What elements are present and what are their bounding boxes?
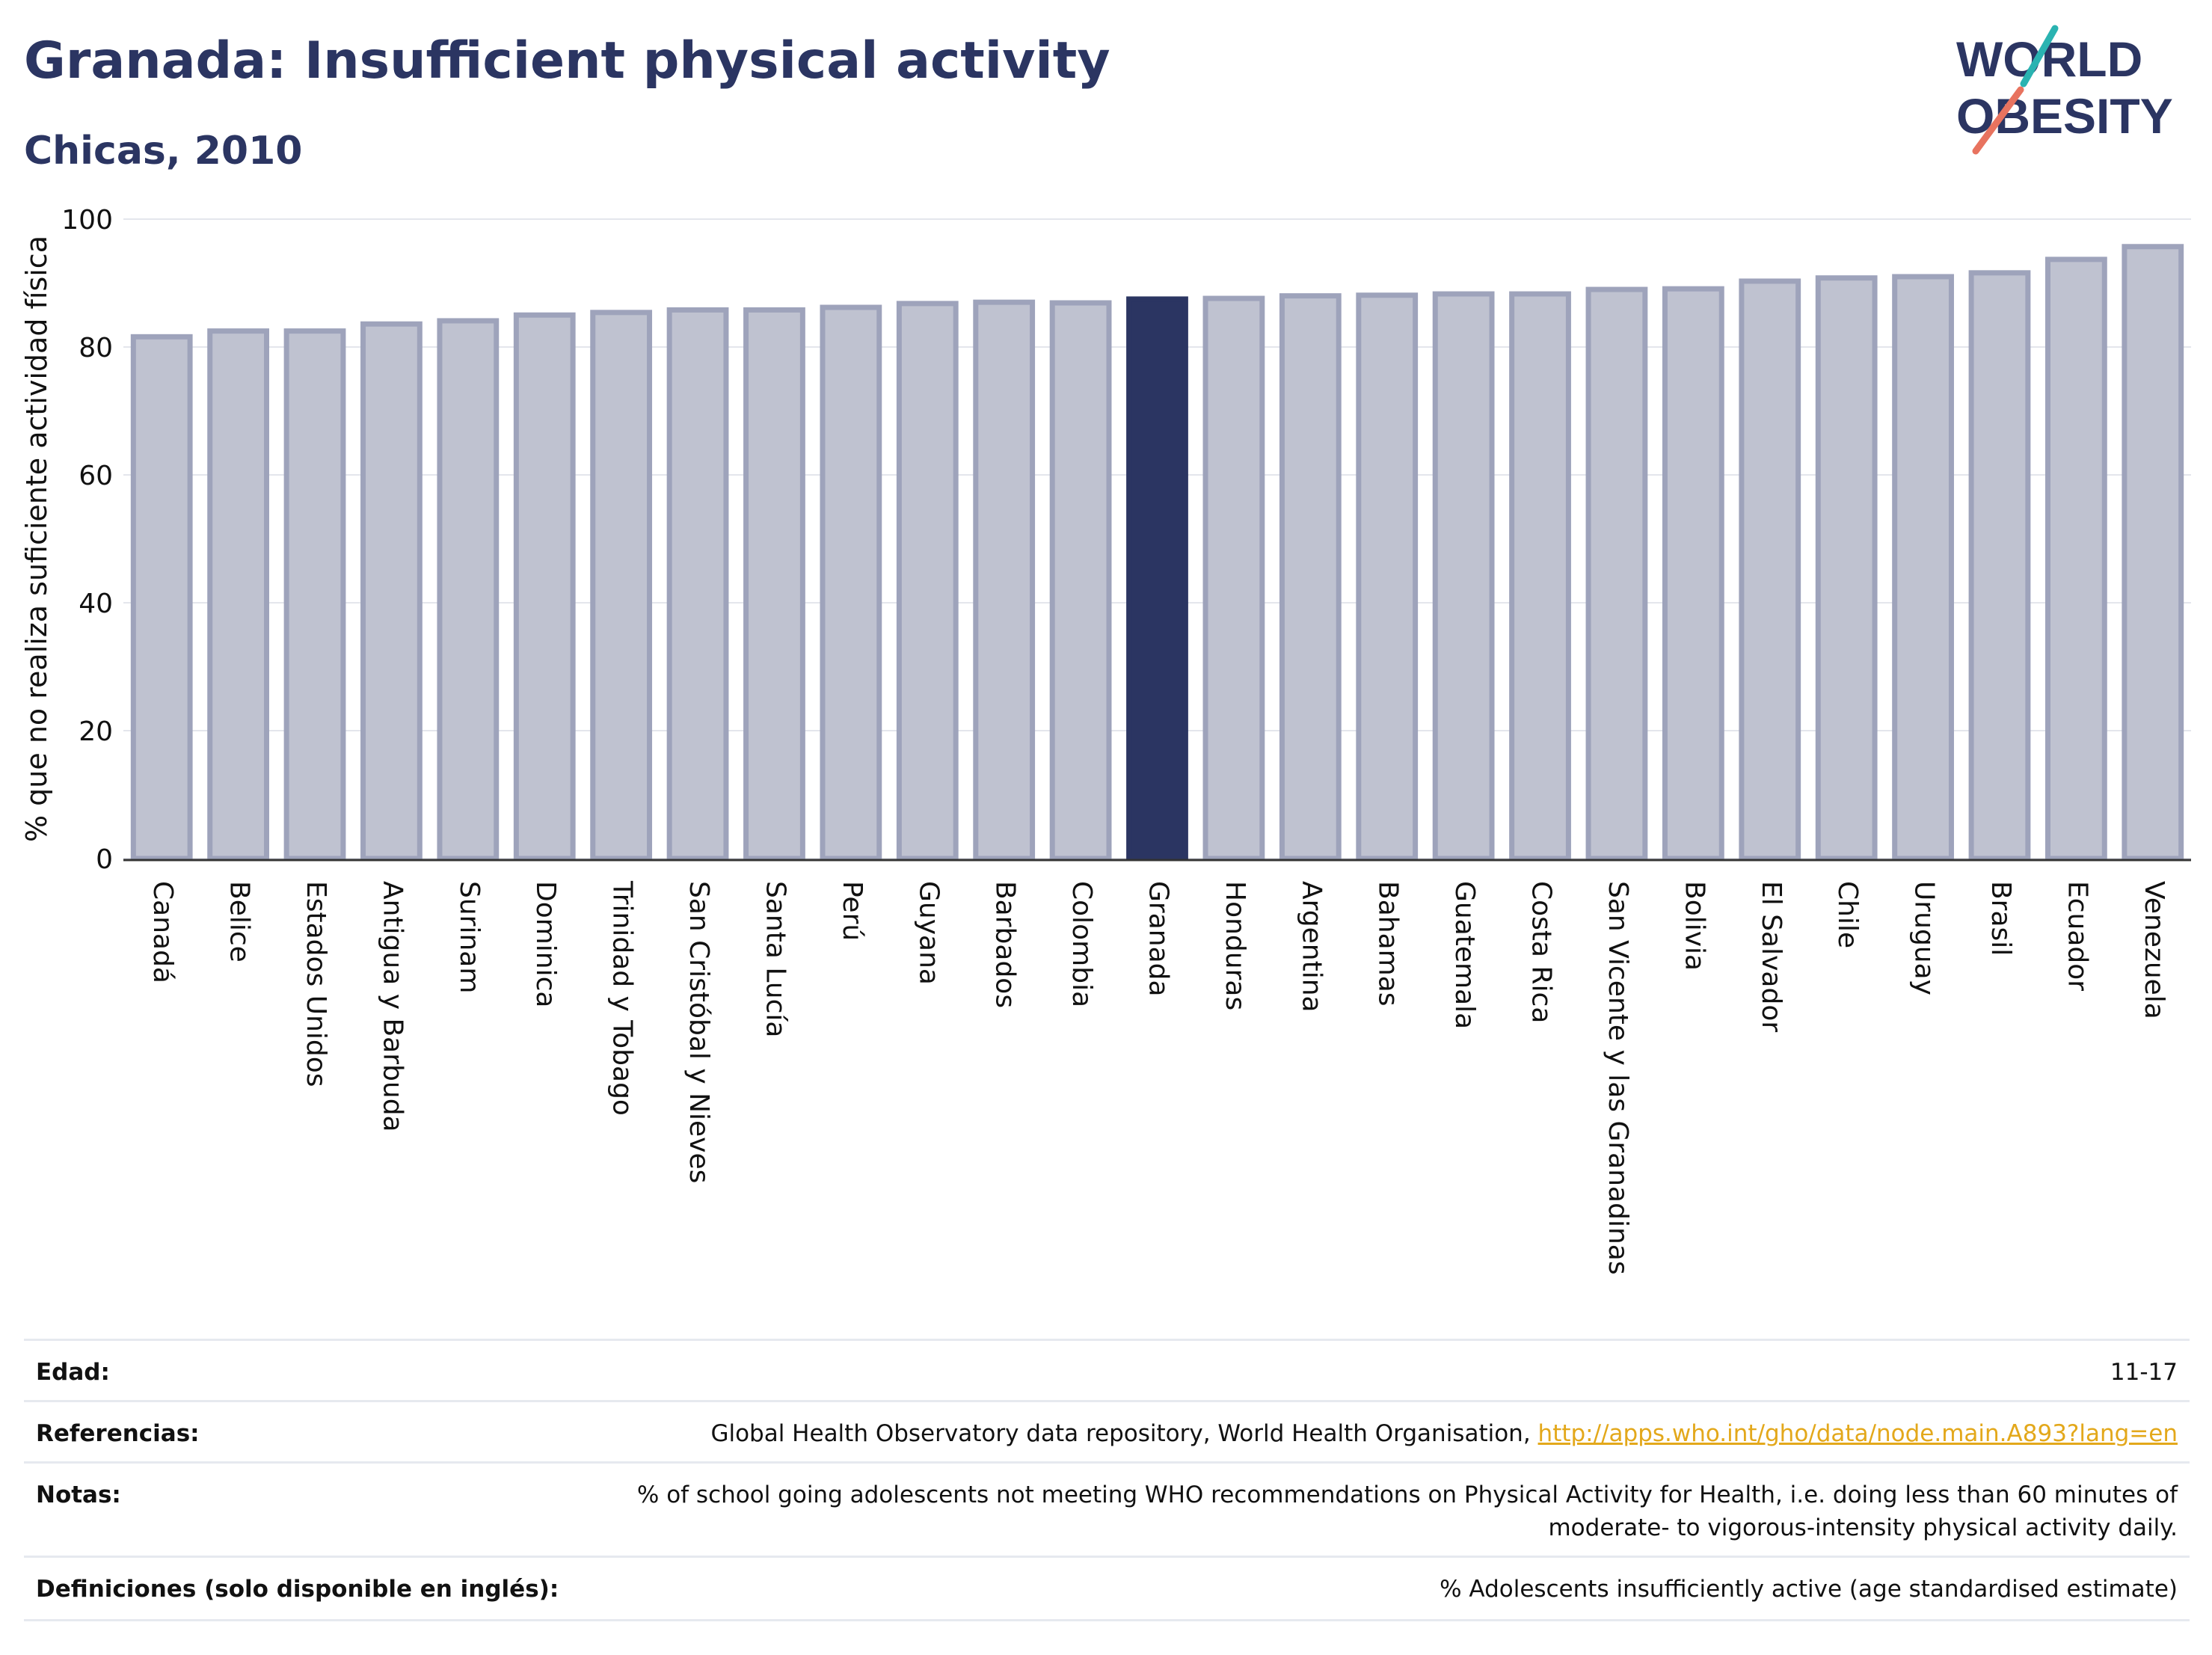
bars [130, 244, 2184, 862]
x-tick-label: Santa Lucía [760, 881, 790, 1037]
meta-row-definiciones: Definiciones (solo disponible en inglés)… [24, 1556, 2190, 1621]
definiciones-label: Definiciones (solo disponible en inglés)… [36, 1576, 559, 1603]
x-tick-label: El Salvador [1756, 881, 1787, 1032]
notas-label: Notas: [36, 1481, 121, 1508]
bar-canadá [130, 334, 193, 862]
bar-san-cristóbal-y-nieves [666, 307, 729, 862]
y-tick-label: 100 [61, 205, 113, 236]
meta-row-notas: Notas: % of school going adolescents not… [24, 1461, 2190, 1558]
y-tick-label: 60 [79, 461, 113, 491]
x-tick-label: Venezuela [2139, 881, 2169, 1019]
bar-granada [1126, 296, 1188, 862]
referencias-text: Global Health Observatory data repositor… [710, 1420, 1538, 1447]
x-tick-label: Surinam [454, 881, 485, 993]
x-tick-label: Belice [224, 881, 255, 962]
logo-line2: OBESITY [1956, 88, 2173, 144]
x-tick-label: Guatemala [1449, 881, 1480, 1029]
x-tick-label: Bahamas [1373, 881, 1404, 1007]
referencias-link[interactable]: http://apps.who.int/gho/data/node.main.A… [1537, 1420, 2178, 1447]
x-tick-label: Barbados [990, 881, 1021, 1008]
bar-surinam [437, 318, 500, 862]
bar-el-salvador [1739, 278, 1801, 862]
bar-santa-lucía [743, 307, 805, 862]
y-tick-label: 0 [96, 844, 113, 875]
bar-colombia [1049, 300, 1112, 862]
bar-dominica [513, 312, 576, 862]
x-axis-labels: Canadá Belice Estados Unidos Antigua y Barb… [147, 880, 2169, 1275]
bar-chart: 0 20 40 60 80 100 Canadá Belice Estados Unidos A… [20, 205, 2191, 1275]
logo-slash-teal [2020, 25, 2059, 87]
x-tick-label: Estados Unidos [301, 881, 331, 1087]
bar-ecuador [2044, 257, 2107, 862]
x-tick-label: Brasil [1985, 881, 2016, 956]
y-tick-label: 20 [79, 716, 113, 747]
notas-line2: moderate- to vigorous-intensity physical… [1548, 1514, 2178, 1541]
bar-chile [1815, 275, 1878, 862]
page-title: Granada: Insufficient physical activity [24, 31, 1110, 90]
bar-venezuela [2122, 244, 2184, 862]
bar-trinidad-y-tobago [590, 310, 653, 862]
x-tick-label: Argentina [1296, 881, 1327, 1013]
bar-antigua-y-barbuda [360, 321, 423, 862]
y-axis-ticks: 0 20 40 60 80 100 [61, 205, 113, 875]
x-tick-label: Bolivia [1679, 881, 1709, 971]
x-tick-label: Costa Rica [1526, 881, 1557, 1023]
x-tick-label: Ecuador [2062, 881, 2092, 991]
bar-san-vicente-y-las-granadinas [1585, 286, 1648, 862]
bar-guatemala [1432, 291, 1495, 862]
y-tick-label: 80 [79, 333, 113, 363]
y-tick-label: 40 [79, 589, 113, 619]
bar-perú [820, 304, 882, 862]
meta-row-edad: Edad: 11-17 [24, 1339, 2190, 1402]
bar-bahamas [1356, 292, 1419, 862]
edad-value: 11-17 [2110, 1359, 2178, 1386]
referencias-value: Global Health Observatory data repositor… [710, 1417, 2178, 1450]
x-tick-label: Perú [837, 881, 867, 941]
bar-costa-rica [1509, 291, 1571, 862]
edad-label: Edad: [36, 1359, 110, 1386]
page-subtitle: Chicas, 2010 [24, 129, 303, 174]
x-tick-label: Uruguay [1909, 881, 1940, 995]
bar-belice [207, 328, 270, 862]
x-tick-label: Honduras [1220, 881, 1250, 1010]
x-tick-label: Granada [1143, 881, 1174, 997]
bar-estados-unidos [283, 328, 346, 862]
referencias-label: Referencias: [36, 1420, 200, 1447]
notas-value: % of school going adolescents not meetin… [637, 1479, 2178, 1544]
bar-brasil [1968, 270, 2031, 862]
x-tick-label: Canadá [147, 881, 178, 983]
logo-slash-red [1972, 86, 2024, 155]
y-axis-label: % que no realiza suficiente actividad fí… [20, 236, 53, 842]
bar-argentina [1279, 293, 1342, 862]
x-tick-label: Guyana [913, 881, 944, 985]
notas-line1: % of school going adolescents not meetin… [636, 1481, 2178, 1508]
bar-guyana [896, 301, 959, 862]
world-obesity-logo: WORLD OBESITY [1956, 25, 2173, 155]
x-tick-label: Colombia [1066, 881, 1097, 1007]
bar-honduras [1202, 295, 1265, 862]
bar-uruguay [1892, 274, 1954, 862]
bar-bolivia [1662, 286, 1724, 862]
meta-row-referencias: Referencias: Global Health Observatory d… [24, 1400, 2190, 1464]
x-tick-label: San Vicente y las Granadinas [1603, 881, 1633, 1275]
x-tick-label: Dominica [530, 881, 561, 1008]
x-tick-label: San Cristóbal y Nieves [683, 881, 714, 1183]
x-tick-label: Antigua y Barbuda [377, 881, 408, 1132]
definiciones-value: % Adolescents insufficiently active (age… [1440, 1576, 2178, 1603]
bar-barbados [973, 299, 1036, 862]
x-tick-label: Trinidad y Tobago [607, 880, 638, 1116]
x-tick-label: Chile [1832, 881, 1863, 948]
